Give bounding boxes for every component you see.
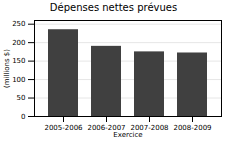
svg-text:100: 100 <box>12 76 25 84</box>
svg-text:200: 200 <box>12 39 25 47</box>
svg-text:2005-2006: 2005-2006 <box>44 124 83 132</box>
svg-text:2007-2008: 2007-2008 <box>130 124 169 133</box>
svg-text:150: 150 <box>12 57 25 65</box>
svg-text:Exercice: Exercice <box>113 131 142 139</box>
html-text:Dépenses nettes prévues: Dépenses nettes prévues <box>49 2 178 13</box>
svg-text:(millions $): (millions $) <box>3 49 11 88</box>
svg-text:0: 0 <box>21 113 25 121</box>
svg-text:50: 50 <box>17 94 26 102</box>
svg-text:2008-2009: 2008-2009 <box>173 124 211 132</box>
svg-text:2006-2007: 2006-2007 <box>87 124 126 133</box>
svg-text:250: 250 <box>12 20 25 28</box>
